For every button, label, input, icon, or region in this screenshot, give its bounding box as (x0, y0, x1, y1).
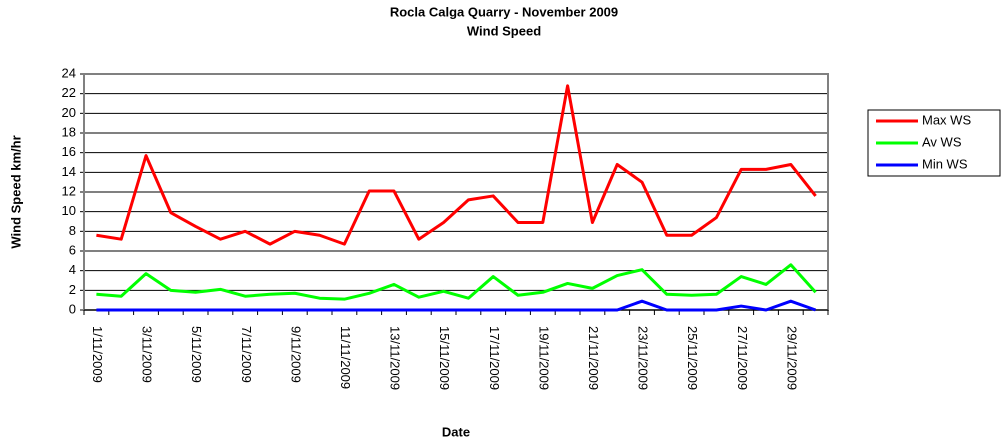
x-tick-label: 11/11/2009 (338, 326, 353, 389)
y-tick-label: 14 (62, 164, 76, 179)
x-tick-label: 7/11/2009 (239, 326, 254, 383)
y-tick-label: 6 (69, 242, 76, 257)
x-tick-label: 5/11/2009 (189, 326, 204, 383)
y-tick-label: 4 (69, 262, 76, 277)
y-tick-label: 12 (62, 183, 76, 198)
y-tick-label: 0 (69, 301, 76, 316)
y-axis-label: Wind Speed km/hr (8, 135, 23, 248)
y-tick-label: 22 (62, 85, 76, 100)
x-tick-label: 1/11/2009 (90, 326, 105, 383)
y-tick-label: 24 (62, 65, 76, 80)
x-tick-label: 23/11/2009 (636, 326, 651, 390)
y-tick-label: 16 (62, 144, 76, 159)
x-tick-label: 15/11/2009 (437, 326, 452, 390)
series-line (96, 263, 817, 301)
series-line (96, 84, 817, 246)
x-tick-label: 29/11/2009 (784, 326, 799, 390)
legend-label: Av WS (922, 134, 962, 149)
series-line (96, 299, 817, 312)
x-tick-label: 25/11/2009 (685, 326, 700, 390)
chart-subtitle: Wind Speed (467, 23, 541, 38)
x-tick-label: 19/11/2009 (536, 326, 551, 390)
x-tick-label: 17/11/2009 (487, 326, 502, 390)
x-axis-label: Date (442, 424, 470, 439)
legend-label: Min WS (922, 156, 968, 171)
y-tick-label: 18 (62, 124, 76, 139)
x-tick-label: 21/11/2009 (586, 326, 601, 390)
y-tick-label: 20 (62, 105, 76, 120)
chart-title: Rocla Calga Quarry - November 2009 (390, 4, 618, 19)
y-tick-label: 10 (62, 203, 76, 218)
legend-label: Max WS (922, 112, 971, 127)
x-tick-label: 13/11/2009 (388, 326, 403, 390)
x-tick-label: 3/11/2009 (140, 326, 155, 383)
y-tick-label: 8 (69, 223, 76, 238)
x-tick-label: 9/11/2009 (288, 326, 303, 383)
y-tick-label: 2 (69, 282, 76, 297)
x-tick-label: 27/11/2009 (735, 326, 750, 390)
